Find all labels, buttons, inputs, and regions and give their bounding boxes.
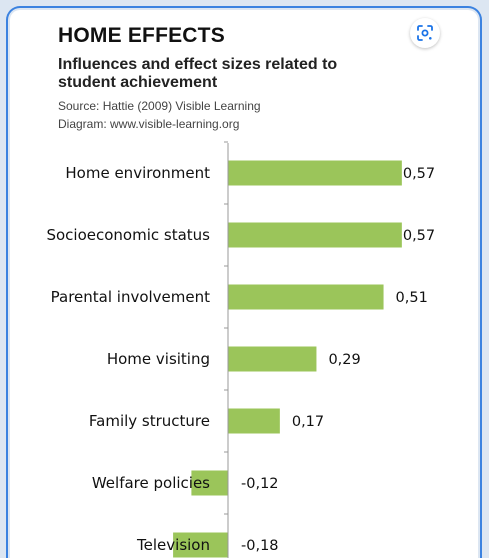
- bar: [228, 160, 402, 186]
- google-lens-icon: [417, 25, 433, 41]
- source-credit: Source: Hattie (2009) Visible Learning: [58, 99, 261, 113]
- value-label: 0,29: [328, 352, 360, 368]
- category-label: Home visiting: [107, 350, 210, 368]
- category-label: Home environment: [65, 164, 210, 182]
- bar: [173, 532, 228, 558]
- category-label: Television: [136, 536, 210, 554]
- chart-subtitle: Influences and effect sizes related to s…: [58, 56, 338, 91]
- diagram-credit: Diagram: www.visible-learning.org: [58, 117, 240, 131]
- category-label: Family structure: [89, 412, 210, 430]
- value-label: 0,51: [396, 290, 428, 306]
- bar: [228, 284, 384, 310]
- chart-title: HOME EFFECTS: [58, 24, 225, 47]
- value-label: 0,17: [292, 414, 324, 430]
- bar: [191, 470, 228, 496]
- category-label: Welfare policies: [92, 474, 210, 492]
- screenshot-frame: [6, 6, 482, 558]
- value-label: -0,18: [241, 538, 279, 554]
- value-label: 0,57: [403, 166, 435, 182]
- category-label: Socioeconomic status: [46, 226, 210, 244]
- value-label: 0,57: [403, 228, 435, 244]
- lens-search-button[interactable]: [410, 18, 440, 48]
- image-card: [10, 10, 478, 558]
- value-label: -0,12: [241, 476, 279, 492]
- bar: [228, 222, 402, 248]
- bar: [228, 346, 317, 372]
- bar: [228, 408, 280, 434]
- category-label: Parental involvement: [51, 288, 210, 306]
